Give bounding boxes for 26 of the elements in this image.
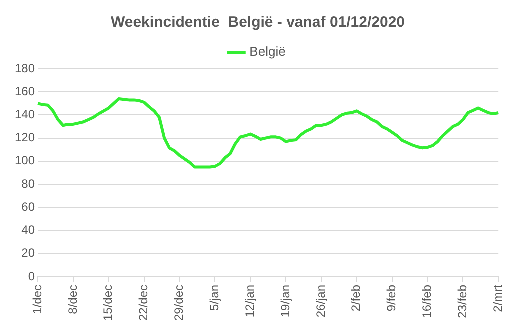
x-tick-label: 8/dec: [66, 284, 80, 314]
x-tick-label: 12/jan: [242, 284, 257, 318]
x-tick-label: 22/dec: [136, 284, 151, 321]
y-tick-label: 160: [14, 84, 36, 98]
y-tick-label: 60: [22, 200, 36, 214]
x-tick-label: 23/feb: [455, 284, 470, 318]
chart-title: Weekincidentie België - vanaf 01/12/2020: [110, 14, 406, 32]
y-tick-label: 80: [22, 176, 36, 191]
x-tick-label: 1/dec: [30, 284, 44, 314]
x-tick-label: 5/jan: [207, 284, 222, 311]
x-tick-label: 9/feb: [384, 284, 399, 312]
x-tick-label: 26/jan: [314, 284, 328, 318]
x-tick-label: 15/dec: [101, 284, 116, 321]
x-tick-label: 2/mrt: [490, 284, 505, 312]
legend-label: België: [250, 44, 286, 60]
y-tick-label: 180: [14, 61, 36, 76]
y-tick-label: 40: [22, 223, 36, 238]
x-tick-label: 19/jan: [278, 284, 292, 318]
y-tick-label: 140: [14, 108, 36, 122]
y-tick-label: 100: [14, 154, 36, 168]
x-tick-label: 29/dec: [172, 284, 186, 321]
x-tick-label: 16/feb: [420, 284, 434, 318]
x-tick-label: 2/feb: [349, 284, 364, 312]
y-tick-label: 20: [22, 246, 36, 260]
y-tick-label: 0: [28, 269, 36, 284]
y-tick-label: 120: [14, 130, 36, 145]
